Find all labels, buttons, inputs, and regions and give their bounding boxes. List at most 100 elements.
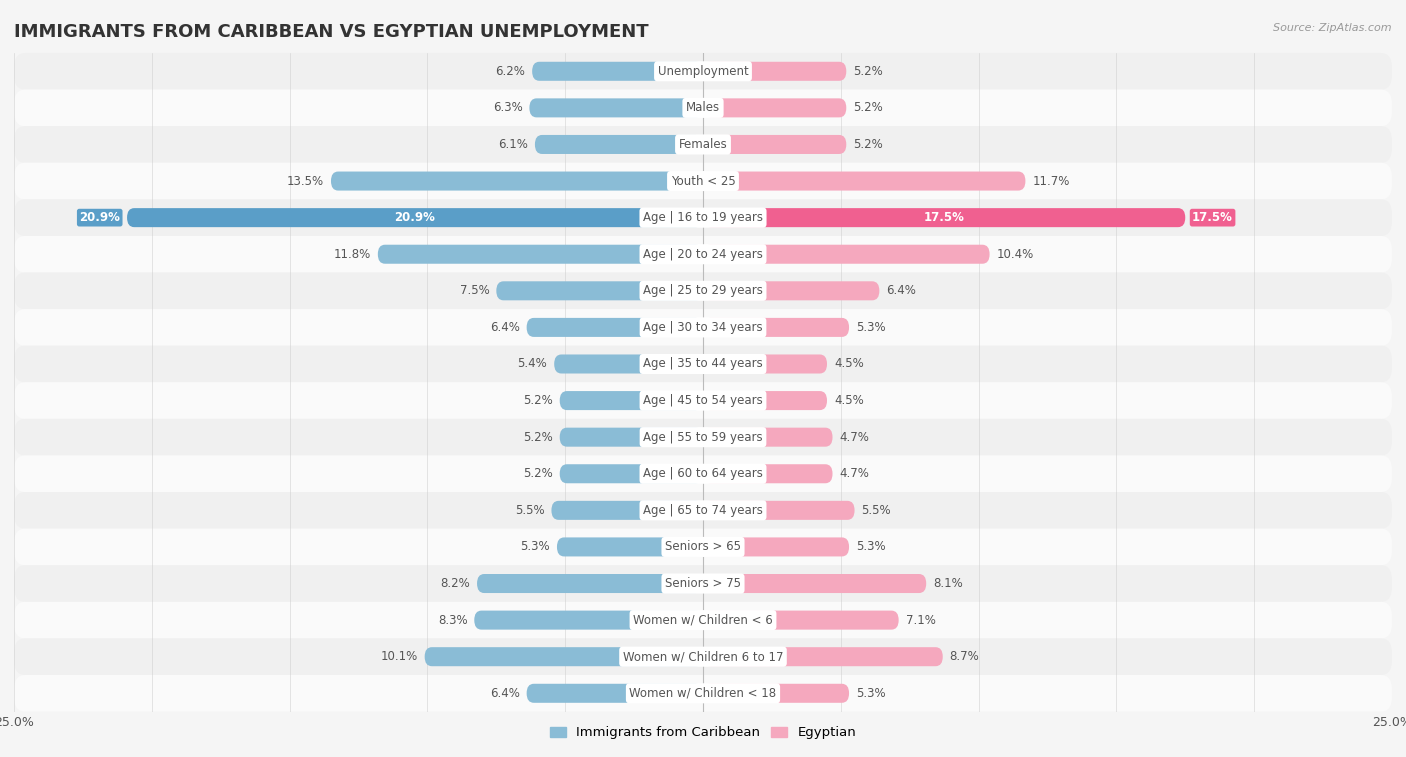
Text: Age | 35 to 44 years: Age | 35 to 44 years [643,357,763,370]
Text: 6.3%: 6.3% [492,101,523,114]
FancyBboxPatch shape [14,163,1392,199]
Text: 11.7%: 11.7% [1032,175,1070,188]
FancyBboxPatch shape [14,565,1392,602]
FancyBboxPatch shape [127,208,703,227]
FancyBboxPatch shape [14,492,1392,528]
Text: 6.4%: 6.4% [489,687,520,699]
Text: 5.2%: 5.2% [523,467,553,480]
Text: Age | 30 to 34 years: Age | 30 to 34 years [643,321,763,334]
Text: 8.1%: 8.1% [934,577,963,590]
FancyBboxPatch shape [378,245,703,263]
FancyBboxPatch shape [531,62,703,81]
FancyBboxPatch shape [14,53,1392,89]
Text: 5.2%: 5.2% [853,65,883,78]
Text: 11.8%: 11.8% [333,248,371,260]
Text: 20.9%: 20.9% [395,211,436,224]
Text: Age | 20 to 24 years: Age | 20 to 24 years [643,248,763,260]
Text: Age | 55 to 59 years: Age | 55 to 59 years [643,431,763,444]
FancyBboxPatch shape [14,602,1392,638]
FancyBboxPatch shape [703,98,846,117]
Text: 10.1%: 10.1% [381,650,418,663]
Text: 17.5%: 17.5% [1192,211,1233,224]
FancyBboxPatch shape [703,318,849,337]
Text: 5.2%: 5.2% [523,394,553,407]
Text: 5.2%: 5.2% [523,431,553,444]
FancyBboxPatch shape [425,647,703,666]
FancyBboxPatch shape [14,456,1392,492]
Text: 5.5%: 5.5% [515,504,544,517]
FancyBboxPatch shape [14,236,1392,273]
Text: 8.7%: 8.7% [949,650,980,663]
Text: Source: ZipAtlas.com: Source: ZipAtlas.com [1274,23,1392,33]
Text: 4.5%: 4.5% [834,394,863,407]
FancyBboxPatch shape [703,647,943,666]
FancyBboxPatch shape [703,208,1185,227]
FancyBboxPatch shape [560,391,703,410]
Text: 5.3%: 5.3% [856,321,886,334]
Text: 20.9%: 20.9% [79,211,120,224]
Text: Age | 25 to 29 years: Age | 25 to 29 years [643,285,763,298]
Text: 5.3%: 5.3% [856,687,886,699]
Text: 4.5%: 4.5% [834,357,863,370]
Text: 6.2%: 6.2% [495,65,526,78]
FancyBboxPatch shape [703,282,879,301]
Text: 7.5%: 7.5% [460,285,489,298]
Text: 17.5%: 17.5% [924,211,965,224]
Text: 7.1%: 7.1% [905,614,935,627]
Text: Women w/ Children 6 to 17: Women w/ Children 6 to 17 [623,650,783,663]
Text: Youth < 25: Youth < 25 [671,175,735,188]
FancyBboxPatch shape [703,354,827,373]
FancyBboxPatch shape [557,537,703,556]
Text: Age | 60 to 64 years: Age | 60 to 64 years [643,467,763,480]
Text: Seniors > 75: Seniors > 75 [665,577,741,590]
FancyBboxPatch shape [496,282,703,301]
FancyBboxPatch shape [703,62,846,81]
Text: 4.7%: 4.7% [839,467,869,480]
Text: 6.4%: 6.4% [489,321,520,334]
FancyBboxPatch shape [14,419,1392,456]
Text: Males: Males [686,101,720,114]
Text: 4.7%: 4.7% [839,431,869,444]
Text: Unemployment: Unemployment [658,65,748,78]
FancyBboxPatch shape [474,611,703,630]
FancyBboxPatch shape [703,611,898,630]
FancyBboxPatch shape [703,172,1025,191]
FancyBboxPatch shape [703,391,827,410]
Text: 8.3%: 8.3% [437,614,467,627]
FancyBboxPatch shape [703,135,846,154]
FancyBboxPatch shape [560,464,703,483]
FancyBboxPatch shape [14,675,1392,712]
FancyBboxPatch shape [14,528,1392,565]
FancyBboxPatch shape [527,684,703,702]
Legend: Immigrants from Caribbean, Egyptian: Immigrants from Caribbean, Egyptian [544,721,862,744]
Text: 5.4%: 5.4% [517,357,547,370]
Text: Women w/ Children < 18: Women w/ Children < 18 [630,687,776,699]
FancyBboxPatch shape [14,89,1392,126]
FancyBboxPatch shape [703,574,927,593]
FancyBboxPatch shape [477,574,703,593]
FancyBboxPatch shape [703,464,832,483]
Text: Age | 16 to 19 years: Age | 16 to 19 years [643,211,763,224]
FancyBboxPatch shape [534,135,703,154]
Text: 5.3%: 5.3% [520,540,550,553]
FancyBboxPatch shape [560,428,703,447]
Text: 5.3%: 5.3% [856,540,886,553]
Text: Age | 65 to 74 years: Age | 65 to 74 years [643,504,763,517]
FancyBboxPatch shape [14,346,1392,382]
FancyBboxPatch shape [14,382,1392,419]
FancyBboxPatch shape [551,501,703,520]
FancyBboxPatch shape [14,273,1392,309]
Text: Women w/ Children < 6: Women w/ Children < 6 [633,614,773,627]
Text: Seniors > 65: Seniors > 65 [665,540,741,553]
Text: Females: Females [679,138,727,151]
Text: 6.1%: 6.1% [498,138,529,151]
FancyBboxPatch shape [14,309,1392,346]
FancyBboxPatch shape [14,638,1392,675]
FancyBboxPatch shape [14,126,1392,163]
FancyBboxPatch shape [527,318,703,337]
Text: 8.2%: 8.2% [440,577,470,590]
FancyBboxPatch shape [703,537,849,556]
FancyBboxPatch shape [554,354,703,373]
FancyBboxPatch shape [14,199,1392,236]
Text: 6.4%: 6.4% [886,285,917,298]
